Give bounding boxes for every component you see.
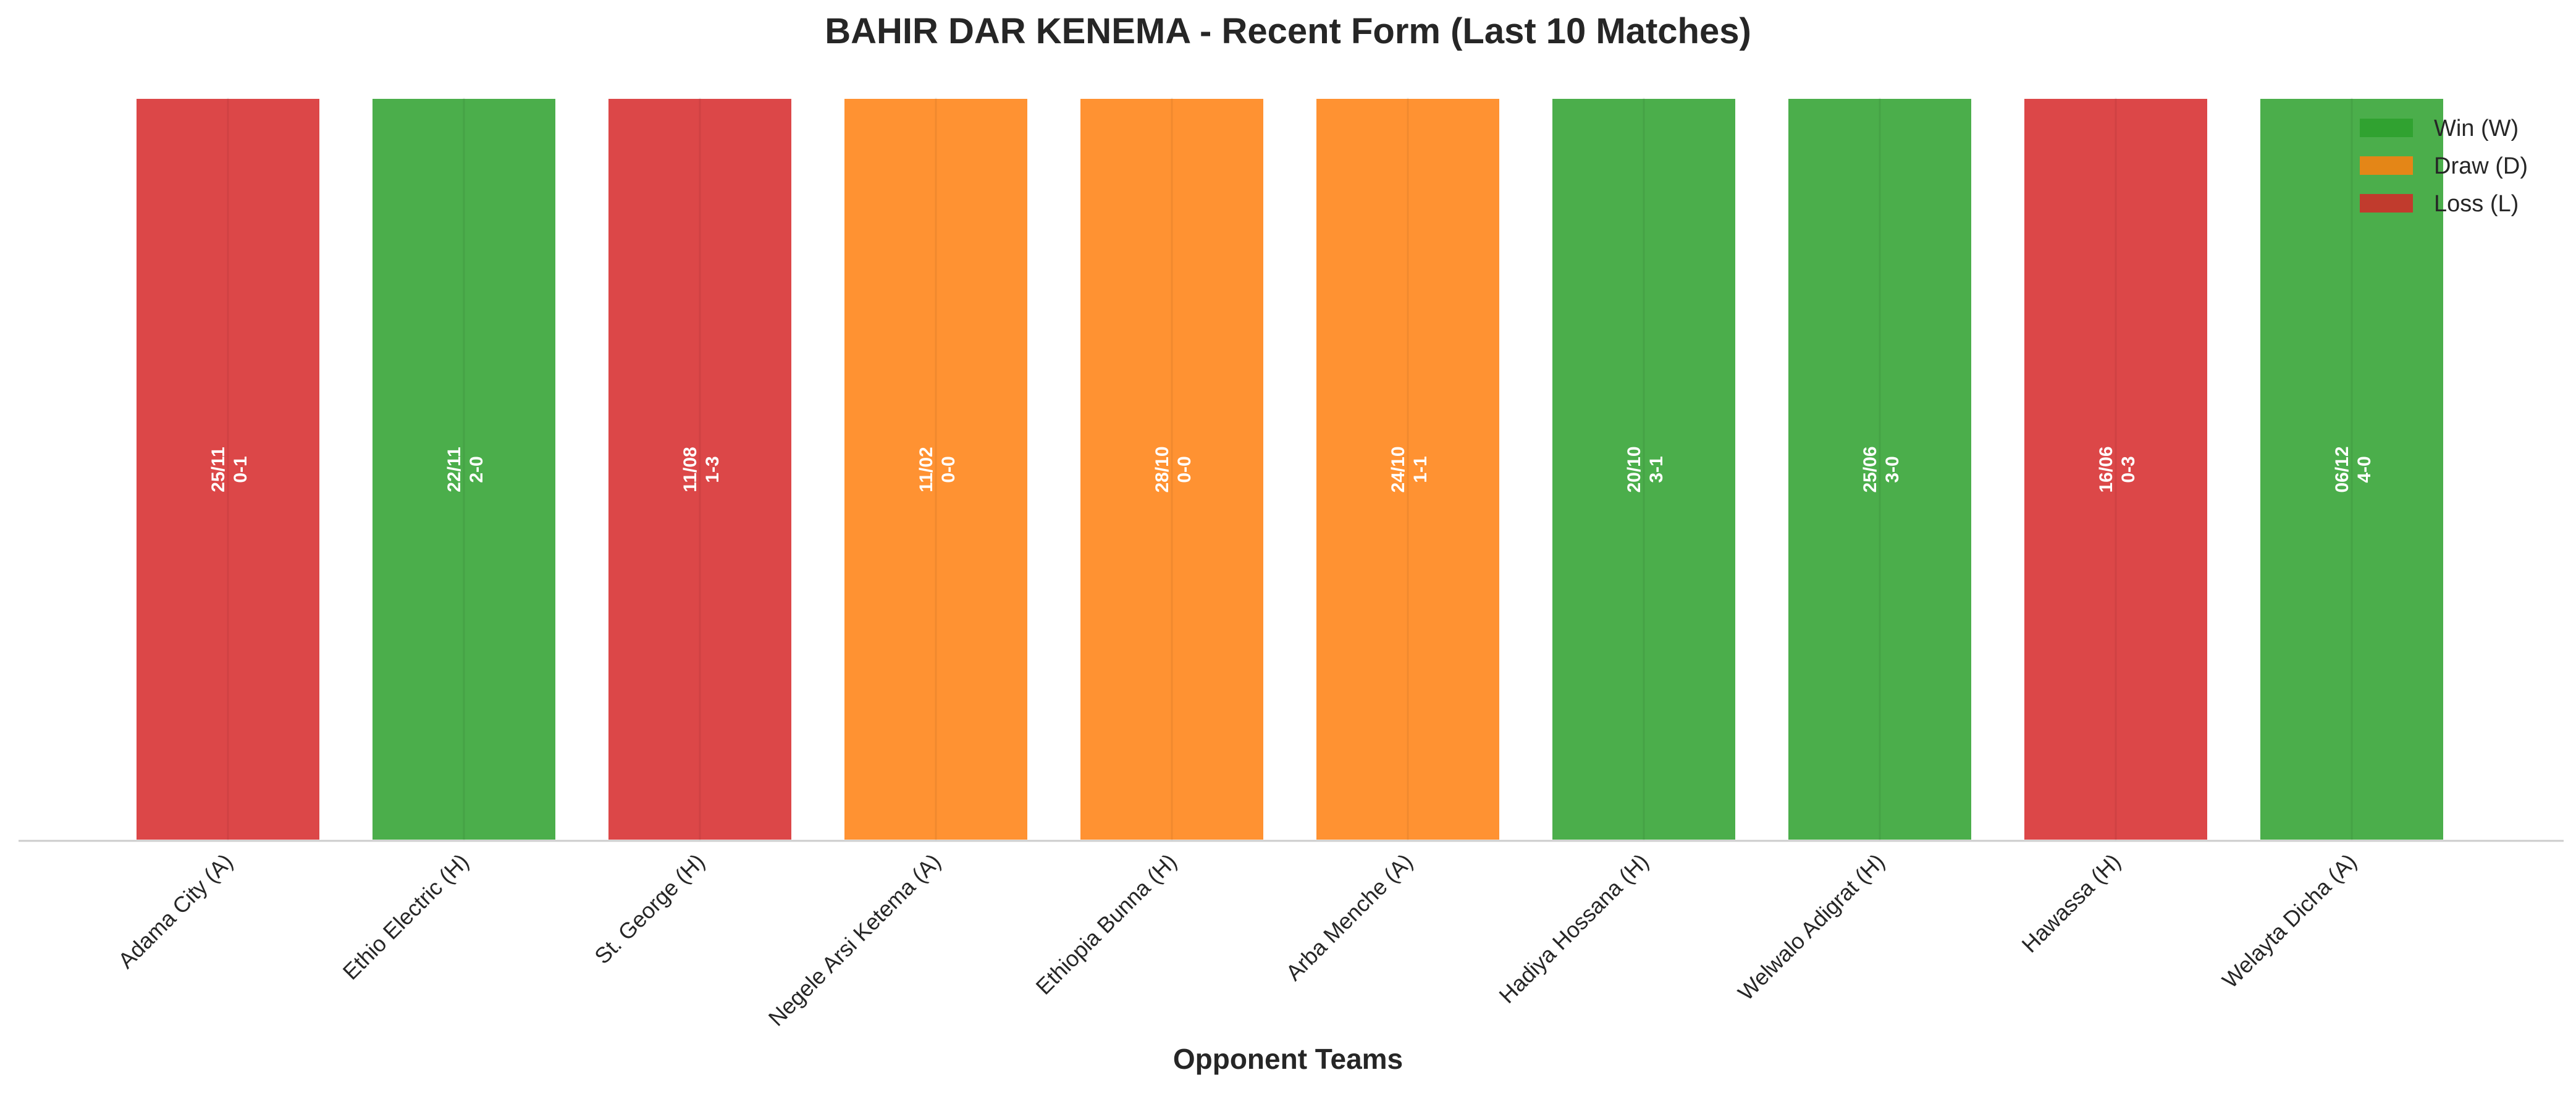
x-axis-label: Opponent Teams [1173,1043,1403,1075]
match-date: 11/02 [916,447,937,492]
bar-4 [842,96,1030,842]
match-date: 22/11 [444,447,465,492]
match-date: 24/10 [1388,446,1408,492]
x-tick-label: Welwalo Adigrat (H) [1733,849,1889,1005]
match-date: 25/11 [208,447,229,492]
bar-10 [2258,96,2446,842]
bar-label: 24/10 1-1 [1388,446,1431,492]
bar-6 [1314,96,1502,842]
bar-label: 25/06 3-0 [1860,446,1903,492]
bar-label: 22/11 2-0 [444,447,487,492]
match-score: 3-0 [1882,456,1903,483]
legend-swatch-L [2360,194,2413,213]
bar-label: 11/08 1-3 [680,447,723,492]
match-score: 4-0 [2354,456,2375,483]
legend-label-L: Loss (L) [2434,191,2519,217]
match-date: 11/08 [680,447,701,492]
match-score: 0-0 [938,456,959,483]
bar-7 [1550,96,1738,842]
x-tick-label: Hawassa (H) [2017,849,2126,958]
chart-title: BAHIR DAR KENEMA - Recent Form (Last 10 … [825,11,1751,51]
bar-label: 28/10 0-0 [1152,446,1195,492]
legend-label-D: Draw (D) [2434,153,2528,179]
x-tick-label: Arba Menche (A) [1281,849,1417,985]
legend-swatch-W [2360,119,2413,137]
match-score: 0-1 [230,456,251,483]
bar-2 [370,96,558,842]
bar-label: 11/02 0-0 [916,447,959,492]
match-score: 2-0 [466,456,487,483]
x-tick-labels-group: Adama City (A) Ethio Electric (H) St. Geor… [113,849,2362,1031]
x-tick-label: Negele Arsi Ketema (A) [764,849,946,1031]
match-date: 20/10 [1624,446,1644,492]
x-tick-label: Ethiopia Bunna (H) [1031,849,1182,1000]
legend: Win (W) Draw (D) Loss (L) [2360,116,2528,217]
match-date: 06/12 [2332,446,2352,492]
match-date: 25/06 [1860,446,1880,492]
bar-3 [606,96,794,842]
x-tick-label: Adama City (A) [113,849,238,974]
match-score: 0-3 [2118,456,2139,483]
x-tick-label: Hadiya Hossana (H) [1494,849,1653,1008]
match-score: 1-1 [1410,456,1431,483]
x-tick-label: St. George (H) [589,849,710,969]
legend-label-W: Win (W) [2434,116,2519,141]
legend-swatch-D [2360,156,2413,175]
bar-label: 16/06 0-3 [2096,446,2139,492]
bar-label: 06/12 4-0 [2332,446,2375,492]
match-score: 0-0 [1174,456,1195,483]
bar-1 [134,96,322,842]
bar-5 [1078,96,1266,842]
match-score: 3-1 [1646,456,1667,483]
match-score: 1-3 [702,456,723,483]
match-date: 16/06 [2096,446,2116,492]
x-tick-label: Welayta Dicha (A) [2217,849,2362,993]
x-tick-label: Ethio Electric (H) [338,849,474,985]
bar-label: 20/10 3-1 [1624,446,1667,492]
bars-group: 25/11 0-1 22/11 2-0 11/08 1-3 11/02 0-0 28/10 0-0… [134,96,2446,842]
bar-label: 25/11 0-1 [208,447,251,492]
match-date: 28/10 [1152,446,1172,492]
